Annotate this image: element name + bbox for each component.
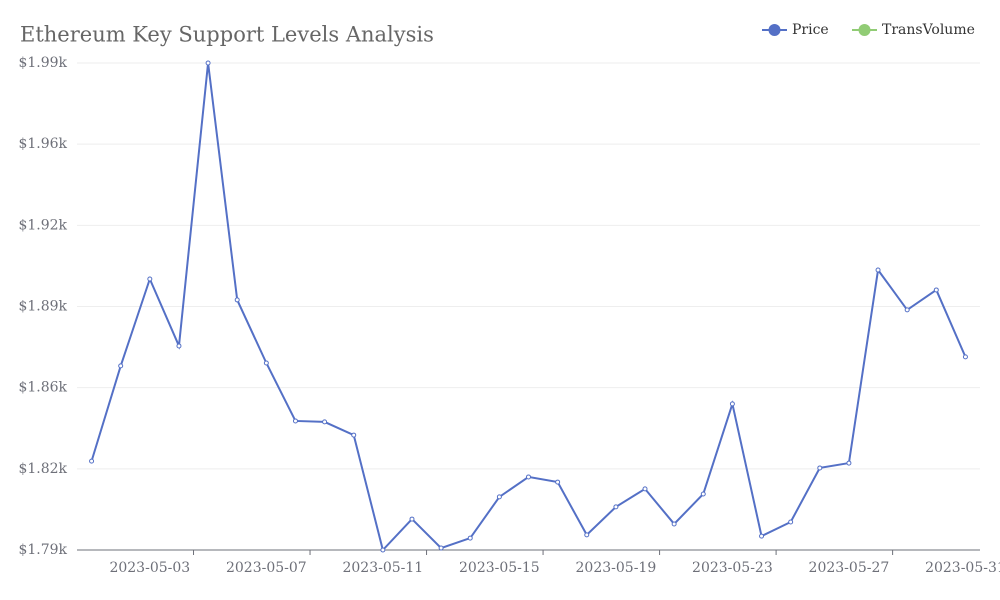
legend-label: TransVolume	[882, 22, 975, 38]
point	[467, 535, 473, 541]
point	[962, 354, 968, 360]
point	[89, 458, 95, 464]
point	[700, 491, 706, 497]
chart-title: Ethereum Key Support Levels Analysis	[20, 23, 434, 47]
y-tick-label: $1.86k	[18, 380, 67, 396]
x-tick-label: 2023-05-19	[576, 560, 657, 576]
point	[351, 432, 357, 438]
x-tick-label: 2023-05-31	[925, 560, 1000, 576]
point	[846, 460, 852, 466]
point	[759, 533, 765, 539]
point	[671, 521, 677, 527]
x-tick-label: 2023-05-23	[692, 560, 773, 576]
x-tick-label: 2023-05-27	[809, 560, 890, 576]
point	[817, 465, 823, 471]
point	[729, 401, 735, 407]
y-tick-label: $1.82k	[18, 461, 67, 477]
point	[322, 419, 328, 425]
point	[526, 474, 531, 480]
point	[875, 267, 881, 273]
point	[234, 297, 240, 303]
point	[788, 519, 794, 525]
point	[933, 287, 939, 293]
point	[118, 363, 124, 369]
point	[496, 494, 502, 500]
point	[263, 360, 269, 366]
point	[904, 307, 910, 313]
y-tick-label: $1.96k	[18, 136, 67, 152]
point	[642, 486, 648, 492]
y-tick-label: $1.79k	[18, 542, 67, 558]
point	[409, 516, 415, 522]
x-tick-label: 2023-05-07	[226, 560, 307, 576]
point	[380, 547, 386, 553]
point	[205, 60, 211, 66]
point	[584, 532, 590, 538]
y-tick-label: $1.89k	[18, 299, 67, 315]
point	[438, 545, 444, 551]
x-tick-label: 2023-05-15	[459, 560, 540, 576]
y-tick-label: $1.99k	[18, 55, 67, 71]
legend-marker	[858, 24, 871, 36]
point	[147, 276, 153, 282]
point	[176, 343, 182, 349]
point	[555, 479, 561, 485]
legend-marker	[768, 24, 781, 36]
y-tick-label: $1.92k	[18, 217, 67, 233]
x-tick-label: 2023-05-03	[109, 560, 190, 576]
point	[292, 418, 298, 424]
legend-label: Price	[792, 22, 829, 38]
x-tick-label: 2023-05-11	[342, 560, 423, 576]
point	[613, 504, 619, 510]
